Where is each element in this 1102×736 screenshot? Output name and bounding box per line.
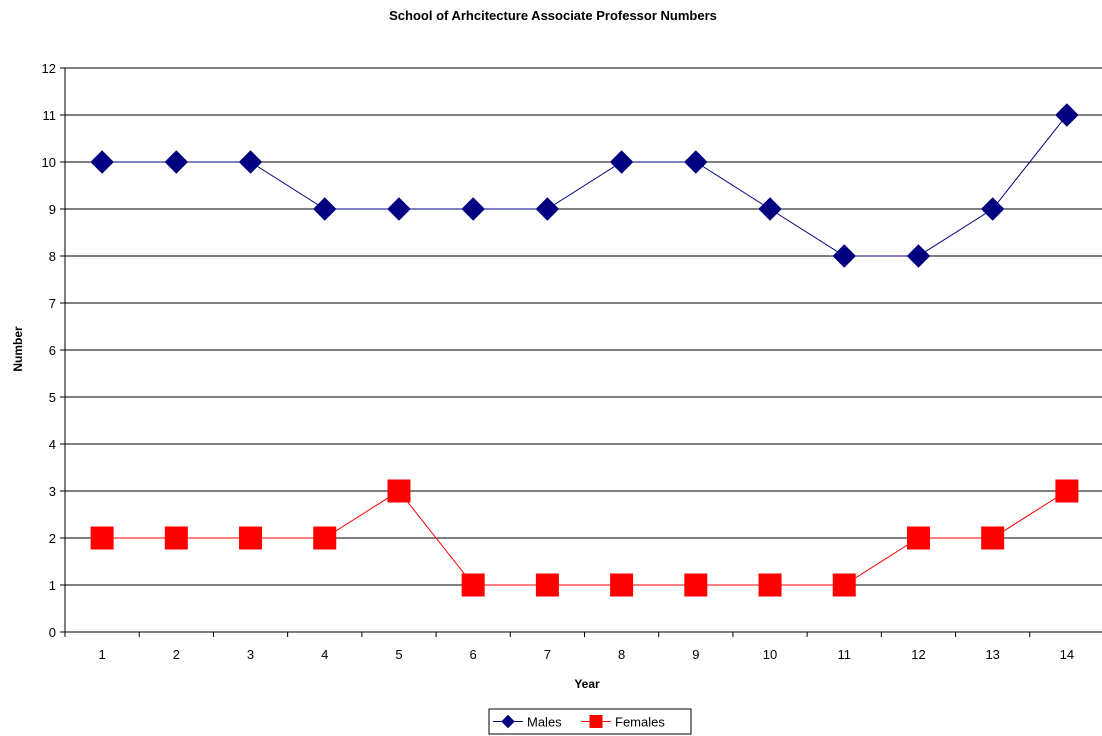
legend: Males Females: [488, 708, 692, 735]
series-males: [90, 103, 1079, 268]
data-point-males: [164, 150, 189, 174]
y-tick-label: 11: [43, 108, 57, 123]
x-tick-label: 3: [247, 647, 254, 662]
x-tick-label: 8: [618, 647, 625, 662]
x-tick-label: 7: [544, 647, 551, 662]
legend-label-males: Males: [527, 715, 562, 730]
data-point-males: [758, 197, 782, 221]
x-axis-label: Year: [574, 677, 600, 691]
legend-marker-females: [589, 715, 603, 728]
x-tick-labels: 1 2 3 4 5 6 7 8 9 10 11 12 13 14: [98, 647, 1074, 662]
y-tick-label: 8: [49, 249, 56, 264]
x-tick-label: 1: [98, 647, 105, 662]
legend-label-females: Females: [615, 715, 665, 730]
y-tick-label: 10: [42, 155, 56, 170]
data-point-males: [609, 150, 634, 174]
x-tick-label: 10: [763, 647, 777, 662]
x-tick-label: 14: [1060, 647, 1074, 662]
data-point-females: [387, 479, 411, 503]
data-point-males: [684, 150, 708, 174]
series: [90, 103, 1079, 597]
data-point-females: [906, 526, 930, 550]
data-point-females: [832, 573, 856, 597]
data-point-males: [90, 150, 114, 174]
y-tick-label: 6: [49, 343, 56, 358]
x-tick-label: 12: [911, 647, 925, 662]
data-point-females: [313, 526, 337, 550]
x-tick-label: 9: [692, 647, 699, 662]
x-tick-label: 6: [470, 647, 477, 662]
x-tick-label: 5: [395, 647, 402, 662]
y-tick-label: 4: [49, 437, 56, 452]
y-tick-label: 5: [49, 390, 56, 405]
y-tick-label: 9: [49, 202, 56, 217]
axes: [60, 67, 1102, 637]
data-point-males: [980, 197, 1005, 221]
y-tick-label: 7: [49, 296, 56, 311]
y-tick-label: 1: [49, 578, 56, 593]
data-point-females: [90, 526, 114, 550]
data-point-females: [535, 573, 559, 597]
y-tick-label: 12: [42, 61, 56, 76]
data-point-males: [1055, 103, 1079, 127]
y-tick-label: 2: [49, 531, 56, 546]
y-axis-label: Number: [11, 326, 25, 372]
series-females: [90, 479, 1079, 597]
legend-marker-males: [501, 714, 515, 729]
data-point-females: [981, 526, 1005, 550]
y-tick-label: 0: [49, 625, 56, 640]
chart-title: School of Arhcitecture Associate Profess…: [389, 8, 717, 23]
data-point-males: [832, 244, 856, 268]
data-point-males: [387, 197, 411, 221]
x-tick-label: 4: [321, 647, 328, 662]
data-point-females: [461, 573, 485, 597]
data-point-males: [906, 244, 931, 268]
x-tick-label: 13: [985, 647, 999, 662]
data-point-females: [610, 573, 634, 597]
y-tick-label: 3: [49, 484, 56, 499]
data-point-males: [238, 150, 263, 174]
data-point-females: [684, 573, 708, 597]
series-line-males: [102, 114, 1068, 257]
data-point-males: [313, 197, 337, 221]
data-point-males: [535, 197, 560, 221]
data-point-females: [164, 526, 188, 550]
x-tick-label: 2: [173, 647, 180, 662]
data-point-females: [1055, 479, 1079, 503]
data-point-males: [461, 197, 485, 221]
data-point-females: [239, 526, 263, 550]
x-tick-label: 11: [838, 647, 852, 662]
series-line-females: [102, 490, 1068, 586]
gridlines: [65, 67, 1102, 586]
data-point-females: [758, 573, 782, 597]
